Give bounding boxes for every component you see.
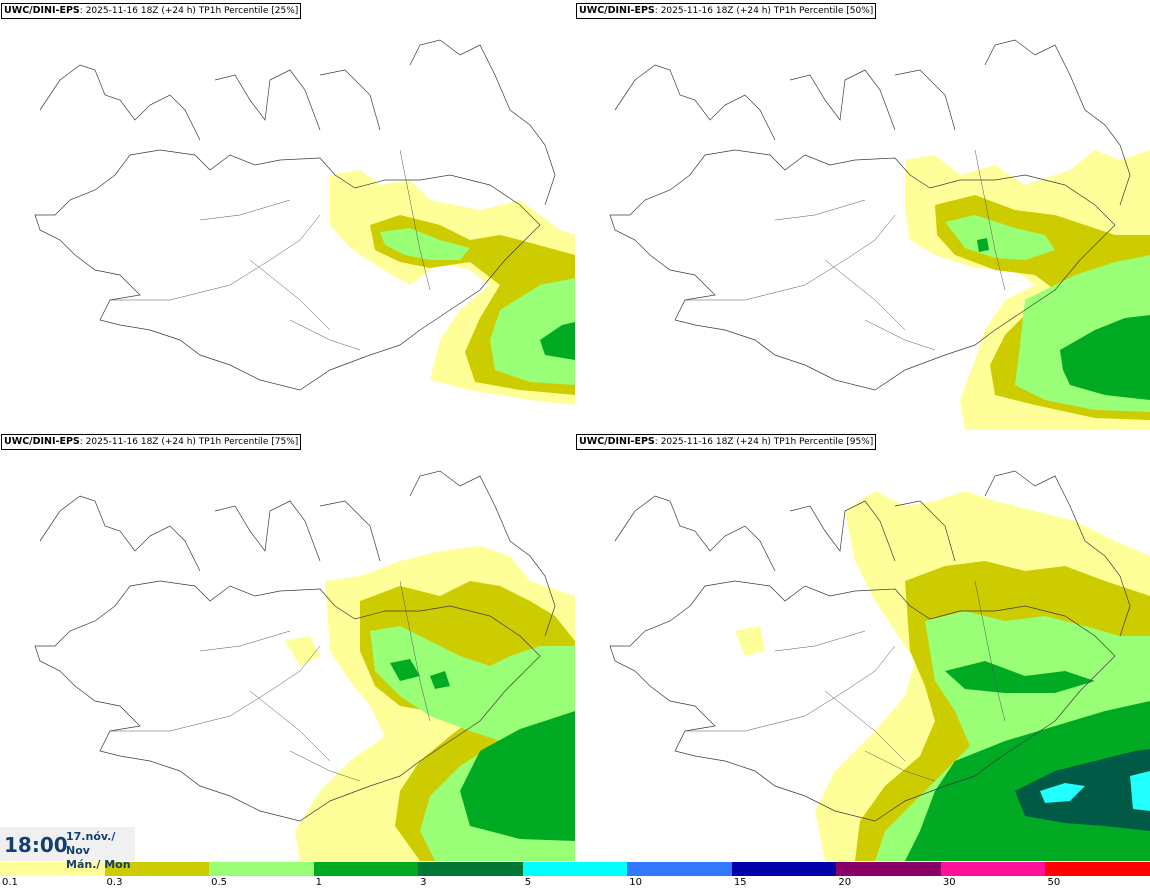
precip-5 xyxy=(1040,771,1150,811)
precip-fill xyxy=(735,491,1150,861)
legend-tick-label: 20 xyxy=(838,877,852,888)
legend-tick-label: 0.1 xyxy=(2,877,18,888)
legend-swatch xyxy=(0,862,106,876)
map-panel-75: UWC/DINI-EPS: 2025-11-16 18Z (+24 h) TP1… xyxy=(0,431,575,861)
model-name: UWC/DINI-EPS xyxy=(4,436,80,447)
coastline xyxy=(609,580,1116,822)
precip-1 xyxy=(977,238,1150,400)
legend-swatch xyxy=(1045,862,1150,876)
precip-map xyxy=(609,39,1150,430)
valid-date-line1: 17.nóv./ Nov xyxy=(66,830,116,857)
north-coast xyxy=(39,39,556,206)
legend-swatch xyxy=(313,862,419,876)
legend-swatch xyxy=(627,862,733,876)
legend-tick-label: 1 xyxy=(315,877,322,888)
field-label: TP1h Percentile [25%] xyxy=(198,6,299,16)
precip-map xyxy=(34,470,575,861)
legend-swatch xyxy=(731,862,837,876)
panel-title: UWC/DINI-EPS: 2025-11-16 18Z (+24 h) TP1… xyxy=(1,434,302,450)
valid-date-line2: Mán./ Mon xyxy=(66,858,131,871)
run-time: 2025-11-16 18Z (+24 h) xyxy=(660,437,771,447)
field-label: TP1h Percentile [75%] xyxy=(198,437,299,447)
legend-swatch xyxy=(836,862,942,876)
panel-title: UWC/DINI-EPS: 2025-11-16 18Z (+24 h) TP1… xyxy=(576,3,877,19)
map-panel-95: UWC/DINI-EPS: 2025-11-16 18Z (+24 h) TP1… xyxy=(575,431,1150,861)
legend-swatch xyxy=(209,862,315,876)
coastline xyxy=(609,149,1116,391)
valid-date: 17.nóv./ Nov Mán./ Mon xyxy=(66,830,135,872)
inland-lines xyxy=(110,149,431,351)
coastline xyxy=(34,149,541,391)
map-panel-25: UWC/DINI-EPS: 2025-11-16 18Z (+24 h) TP1… xyxy=(0,0,575,430)
inland-lines xyxy=(685,149,1006,351)
legend-swatch xyxy=(418,862,524,876)
panel-title: UWC/DINI-EPS: 2025-11-16 18Z (+24 h) TP1… xyxy=(1,3,302,19)
legend-tick-label: 15 xyxy=(733,877,747,888)
inland-lines xyxy=(110,580,431,782)
legend-swatch xyxy=(104,862,210,876)
precip-fill xyxy=(285,546,575,861)
precip-map xyxy=(609,470,1150,861)
inland-lines xyxy=(685,580,1006,782)
legend-tick-label: 50 xyxy=(1047,877,1061,888)
precip-fill xyxy=(330,170,575,405)
field-label: TP1h Percentile [95%] xyxy=(773,437,874,447)
field-label: TP1h Percentile [50%] xyxy=(773,6,874,16)
valid-time-box: 18:00 17.nóv./ Nov Mán./ Mon xyxy=(0,827,135,871)
north-coast xyxy=(614,39,1131,206)
precip-1 xyxy=(390,659,575,841)
model-name: UWC/DINI-EPS xyxy=(4,5,80,16)
map-panel-50: UWC/DINI-EPS: 2025-11-16 18Z (+24 h) TP1… xyxy=(575,0,1150,430)
precip-map xyxy=(34,39,575,405)
legend-tick-label: 5 xyxy=(524,877,532,888)
run-time: 2025-11-16 18Z (+24 h) xyxy=(660,6,771,16)
north-coast xyxy=(39,470,556,637)
run-time: 2025-11-16 18Z (+24 h) xyxy=(85,437,196,447)
precip-0.5 xyxy=(380,228,575,385)
model-name: UWC/DINI-EPS xyxy=(579,5,655,16)
color-legend: 0.1 0.3 0.5 1 3 5 10 15 20 30 50 xyxy=(0,862,1150,891)
panel-title: UWC/DINI-EPS: 2025-11-16 18Z (+24 h) TP1… xyxy=(576,434,877,450)
run-time: 2025-11-16 18Z (+24 h) xyxy=(85,6,196,16)
coastline xyxy=(34,580,541,822)
precip-3 xyxy=(1015,749,1150,831)
valid-time: 18:00 xyxy=(4,833,68,857)
model-name: UWC/DINI-EPS xyxy=(579,436,655,447)
legend-tick-label: 10 xyxy=(629,877,642,888)
precip-fill xyxy=(905,150,1150,430)
legend-swatch xyxy=(940,862,1046,876)
legend-tick-label: 0.3 xyxy=(106,877,123,888)
precip-1 xyxy=(540,322,575,360)
legend-tick-label: 30 xyxy=(942,877,956,888)
legend-tick-label: 3 xyxy=(420,877,427,888)
legend-swatch xyxy=(522,862,628,876)
legend-tick-label: 0.5 xyxy=(211,877,227,888)
north-coast xyxy=(614,470,1131,637)
